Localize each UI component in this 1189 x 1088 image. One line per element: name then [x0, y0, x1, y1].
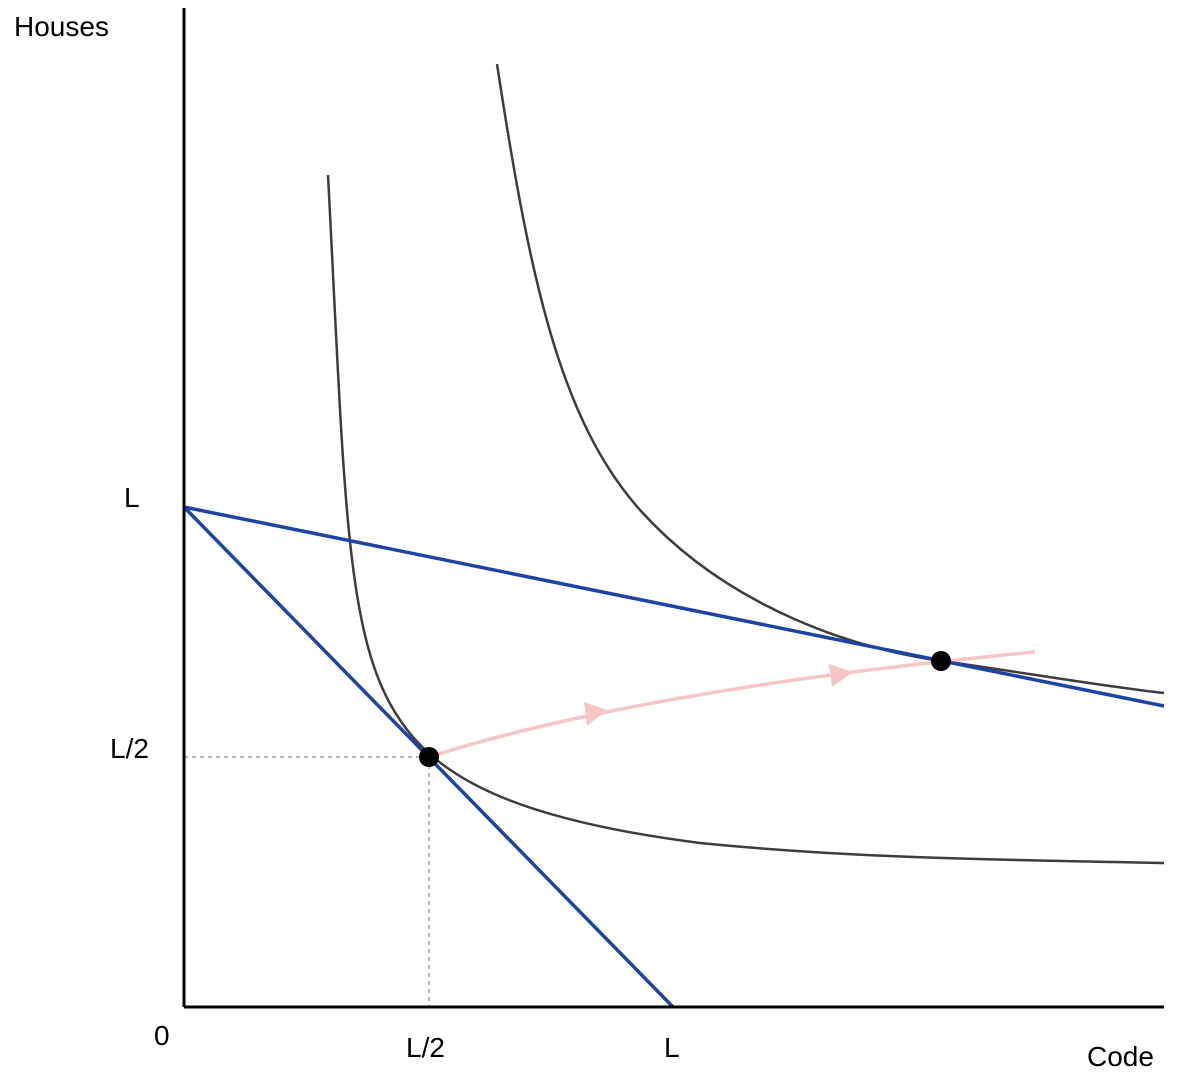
equilibrium-point-new — [931, 651, 951, 671]
y-tick-half-l: L/2 — [110, 733, 149, 764]
x-tick-half-l: L/2 — [406, 1032, 445, 1063]
indifference-curve-low — [326, 174, 1165, 865]
expansion-path — [428, 650, 1036, 759]
expansion-arrow-2 — [829, 664, 853, 687]
y-axis-label: Houses — [14, 11, 109, 42]
indifference-curve-high — [495, 63, 1165, 695]
x-axis-label: Code — [1087, 1041, 1154, 1072]
budget-line-rotated — [183, 505, 1165, 708]
y-tick-l: L — [124, 482, 140, 513]
expansion-arrow-1 — [584, 702, 607, 726]
equilibrium-point-initial — [419, 747, 439, 767]
x-tick-l: L — [664, 1032, 680, 1063]
origin-label: 0 — [154, 1020, 170, 1051]
